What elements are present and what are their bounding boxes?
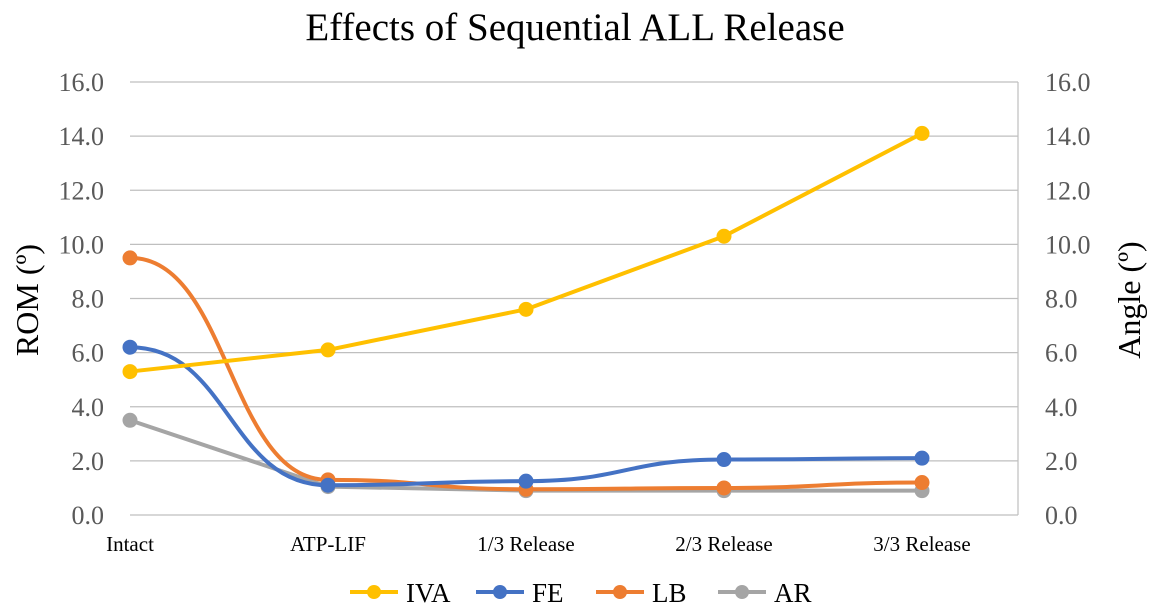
y2-tick-label: 8.0 bbox=[1045, 285, 1078, 314]
y2-tick-label: 2.0 bbox=[1045, 447, 1078, 476]
data-point-ar bbox=[122, 412, 138, 428]
data-point-lb bbox=[716, 480, 732, 496]
y-tick-label: 12.0 bbox=[59, 176, 105, 205]
data-point-iva bbox=[320, 342, 336, 358]
y-tick-label: 0.0 bbox=[72, 501, 105, 530]
legend-marker-iva bbox=[367, 585, 381, 599]
data-point-iva bbox=[518, 301, 534, 317]
legend-label-iva: IVA bbox=[406, 578, 451, 607]
legend-label-fe: FE bbox=[532, 578, 564, 607]
series-line-iva bbox=[128, 131, 924, 374]
data-point-iva bbox=[122, 364, 138, 380]
y2-tick-label: 0.0 bbox=[1045, 501, 1078, 530]
data-point-fe bbox=[122, 339, 138, 355]
y-tick-label: 10.0 bbox=[59, 230, 105, 259]
y2-tick-label: 14.0 bbox=[1045, 122, 1091, 151]
data-point-fe bbox=[518, 473, 534, 489]
legend-marker-fe bbox=[493, 585, 507, 599]
gridlines bbox=[130, 81, 1018, 516]
chart-title: Effects of Sequential ALL Release bbox=[305, 6, 844, 49]
y-tick-label: 4.0 bbox=[72, 393, 105, 422]
x-tick-label: ATP-LIF bbox=[290, 532, 366, 556]
data-point-lb bbox=[122, 250, 138, 266]
data-point-fe bbox=[320, 477, 336, 493]
data-point-lb bbox=[914, 475, 930, 491]
y-tick-label: 16.0 bbox=[59, 68, 105, 97]
y-tick-label: 2.0 bbox=[72, 447, 105, 476]
y-tick-label: 8.0 bbox=[72, 285, 105, 314]
data-point-iva bbox=[716, 228, 732, 244]
y2-tick-label: 6.0 bbox=[1045, 339, 1078, 368]
y-tick-label: 6.0 bbox=[72, 339, 105, 368]
y2-tick-label: 16.0 bbox=[1045, 68, 1091, 97]
x-tick-label: 2/3 Release bbox=[675, 532, 772, 556]
axes: 0.0 0.0 2.0 2.0 4.0 4.0 6.0 6.0 8.0 8.0 10.0 10.0 12… bbox=[59, 68, 1091, 556]
data-point-iva bbox=[914, 125, 930, 141]
legend-marker-ar bbox=[735, 585, 749, 599]
y2-tick-label: 10.0 bbox=[1045, 230, 1091, 259]
legend-marker-lb bbox=[613, 585, 627, 599]
y2-axis-title: Angle (º) bbox=[1111, 241, 1147, 358]
y-tick-label: 14.0 bbox=[59, 122, 105, 151]
legend: IVA FE LB AR bbox=[350, 578, 812, 607]
y2-tick-label: 12.0 bbox=[1045, 176, 1091, 205]
series-line-fe bbox=[128, 345, 924, 488]
x-tick-label: 1/3 Release bbox=[477, 532, 574, 556]
x-tick-label: Intact bbox=[106, 532, 154, 556]
legend-label-lb: LB bbox=[652, 578, 687, 607]
y2-tick-label: 4.0 bbox=[1045, 393, 1078, 422]
series-line-lb bbox=[128, 255, 924, 492]
legend-label-ar: AR bbox=[774, 578, 812, 607]
y-axis-title: ROM (º) bbox=[9, 244, 45, 356]
data-point-fe bbox=[914, 450, 930, 466]
x-tick-label: 3/3 Release bbox=[873, 532, 970, 556]
data-point-fe bbox=[716, 452, 732, 468]
series-lines bbox=[122, 125, 930, 499]
